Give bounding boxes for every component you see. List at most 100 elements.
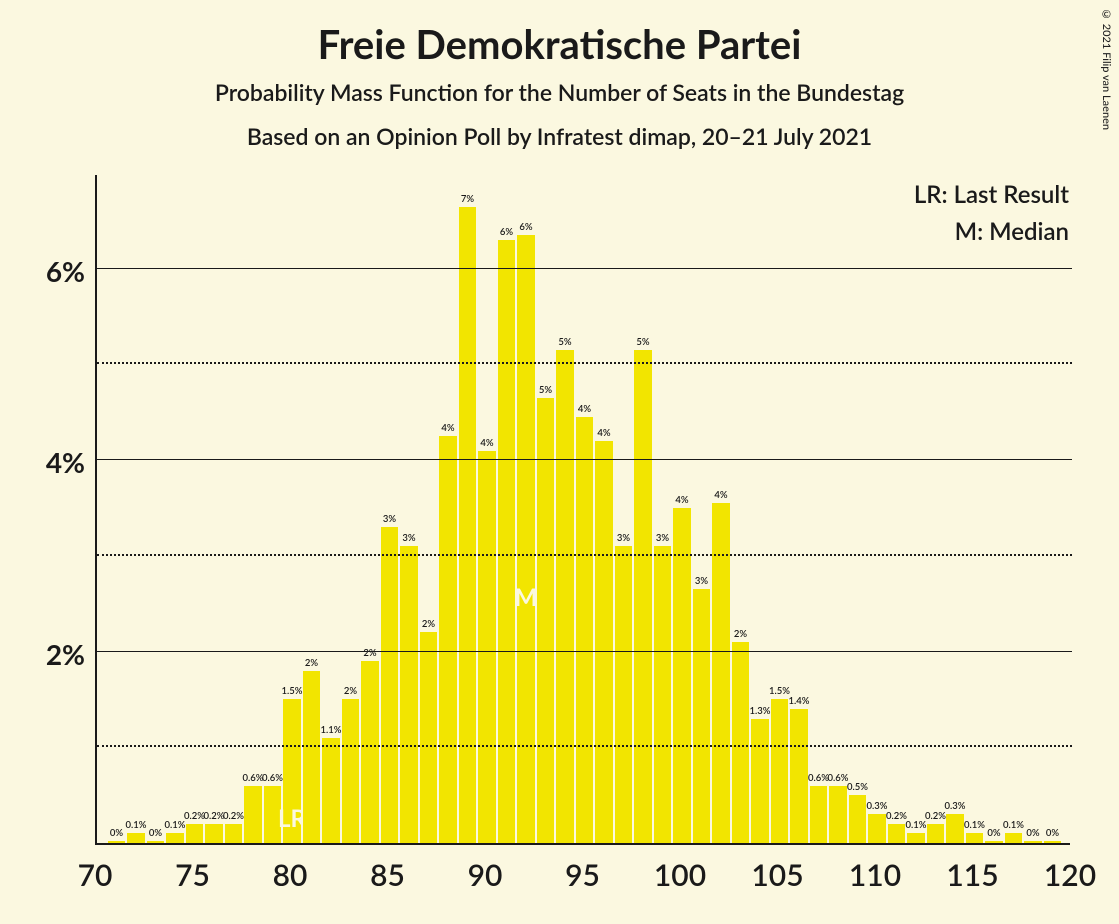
bar: 3% [693, 589, 710, 843]
bars-container: 0%0.1%0%0.1%0.2%0.2%0.2%0.6%0.6%1.5%LR2%… [97, 173, 1072, 843]
plot-area: 0%0.1%0%0.1%0.2%0.2%0.2%0.6%0.6%1.5%LR2%… [95, 175, 1070, 845]
bar: 5% [537, 398, 554, 843]
x-tick-label: 105 [751, 857, 803, 893]
bar-value-label: 3% [383, 514, 396, 525]
bar: 1.5%LR [283, 699, 300, 843]
bar-value-label: 0.1% [905, 820, 926, 831]
bar-value-label: 4% [597, 428, 610, 439]
bar-value-label: 3% [695, 576, 708, 587]
bar: 5% [634, 350, 651, 843]
gridline-major [97, 268, 1072, 269]
bar: 3% [381, 527, 398, 843]
bar: 0.1% [127, 833, 144, 843]
bar-value-label: 0.6% [808, 773, 829, 784]
x-tick-label: 95 [565, 857, 600, 893]
bar: 0.2% [186, 824, 203, 843]
bar-value-label: 5% [558, 337, 571, 348]
bar-value-label: 1.5% [281, 686, 302, 697]
bar: 0.1% [166, 833, 183, 843]
x-tick-label: 100 [654, 857, 706, 893]
bar: 0.1% [907, 833, 924, 843]
bar-value-label: 0.3% [866, 801, 887, 812]
bar-value-label: 1.4% [788, 696, 809, 707]
bar-value-label: 2% [305, 658, 318, 669]
x-tick-label: 110 [849, 857, 901, 893]
bar: 0.6% [829, 786, 846, 843]
bar-value-label: 6% [500, 227, 513, 238]
bar: 0% [985, 841, 1002, 843]
x-tick-label: 80 [273, 857, 308, 893]
bar-value-label: 0.5% [847, 782, 868, 793]
y-tick-label: 2% [25, 637, 85, 671]
bar-value-label: 2% [734, 629, 747, 640]
bar: 5% [556, 350, 573, 843]
bar: 2% [303, 671, 320, 843]
bar: 0.1% [966, 833, 983, 843]
bar: 2% [420, 632, 437, 843]
bar: 1.1% [322, 738, 339, 843]
bar-value-label: 4% [441, 423, 454, 434]
bar: 0.3% [946, 814, 963, 843]
x-tick-label: 85 [370, 857, 405, 893]
bar-value-label: 4% [675, 495, 688, 506]
bar-value-label: 0.3% [944, 801, 965, 812]
bar-value-label: 0.1% [1003, 820, 1024, 831]
bar-value-label: 1.3% [749, 706, 770, 717]
x-tick-label: 90 [468, 857, 503, 893]
bar-value-label: 0.6% [242, 773, 263, 784]
gridline-minor [97, 362, 1072, 364]
y-tick-label: 4% [25, 445, 85, 479]
bar: 0.2% [927, 824, 944, 843]
bar: 0.5% [849, 795, 866, 843]
gridline-major [97, 651, 1072, 652]
bar-value-label: 0% [987, 828, 1000, 839]
bar-value-label: 1.1% [320, 725, 341, 736]
subtitle-2: Based on an Opinion Poll by Infratest di… [0, 122, 1119, 150]
bar: 1.3% [751, 719, 768, 843]
bar-value-label: 3% [617, 533, 630, 544]
bar: 0.3% [868, 814, 885, 843]
bar-value-label: 0.6% [827, 773, 848, 784]
bar: 0.2% [205, 824, 222, 843]
bar: 3% [615, 546, 632, 843]
bar: 2% [361, 661, 378, 843]
bar-value-label: 0.1% [164, 820, 185, 831]
bar-value-label: 3% [656, 533, 669, 544]
bar-value-label: 0% [149, 828, 162, 839]
bar-value-label: 0.2% [886, 811, 907, 822]
bar-value-label: 7% [461, 194, 474, 205]
x-tick-label: 115 [946, 857, 998, 893]
bar-value-label: 0% [110, 828, 123, 839]
bar: 0% [1024, 841, 1041, 843]
bar: 4% [576, 417, 593, 843]
bar-value-label: 5% [539, 385, 552, 396]
bar-value-label: 0.6% [262, 773, 283, 784]
bar: 6% [498, 240, 515, 843]
bar-value-label: 0.1% [964, 820, 985, 831]
gridline-minor [97, 745, 1072, 747]
pmf-chart: 0%0.1%0%0.1%0.2%0.2%0.2%0.6%0.6%1.5%LR2%… [95, 175, 1070, 845]
marker-last-result: LR [278, 804, 306, 833]
bar-value-label: 2% [344, 686, 357, 697]
bar-value-label: 1.5% [769, 686, 790, 697]
x-tick-label: 75 [175, 857, 210, 893]
bar-value-label: 0.1% [125, 820, 146, 831]
bar: 4% [439, 436, 456, 843]
bar: 2% [732, 642, 749, 843]
bar-value-label: 3% [402, 533, 415, 544]
x-tick-label: 120 [1044, 857, 1096, 893]
bar: 0% [147, 841, 164, 843]
marker-median: M [515, 583, 538, 612]
bar: 3% [654, 546, 671, 843]
bar: 6%M [517, 235, 534, 843]
bar-value-label: 6% [519, 222, 532, 233]
copyright-text: © 2021 Filip van Laenen [1100, 8, 1113, 130]
bar: 4% [595, 441, 612, 843]
bar: 0.1% [1005, 833, 1022, 843]
bar-value-label: 4% [480, 438, 493, 449]
bar-value-label: 0.2% [203, 811, 224, 822]
bar-value-label: 0.2% [184, 811, 205, 822]
bar: 1.5% [771, 699, 788, 843]
titles-block: Freie Demokratische Partei Probability M… [0, 0, 1119, 150]
bar: 0.2% [225, 824, 242, 843]
